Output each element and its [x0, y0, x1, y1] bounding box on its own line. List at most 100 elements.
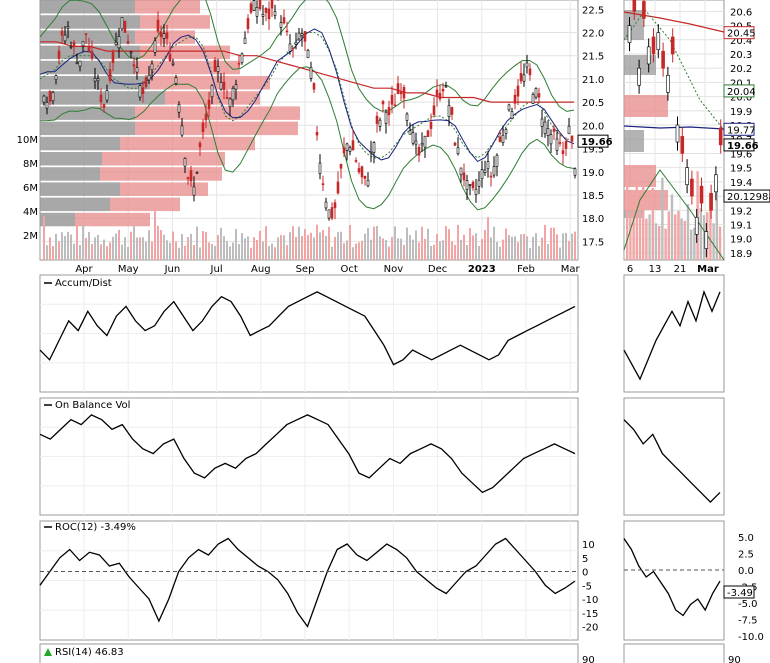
candle-body [204, 113, 208, 121]
candle-body [411, 132, 415, 144]
zoom-x-tick: Mar [697, 264, 719, 275]
zoom-volume-bar [642, 185, 645, 260]
volume-bar [100, 244, 102, 260]
volume-by-price-bar [100, 167, 222, 181]
candle-body [51, 92, 55, 101]
candle-body [489, 175, 493, 178]
zoom-value-tag-box [723, 138, 755, 152]
volume-bar [286, 245, 288, 260]
zoom-value-tag: 19.66 [727, 141, 759, 152]
volume-bar [493, 226, 495, 260]
rsi-frame [39, 643, 579, 663]
volume-bar [553, 227, 555, 260]
candle-body [219, 82, 223, 90]
volume-by-price-bar [75, 212, 150, 227]
volume-bar [223, 236, 225, 260]
candle-body [75, 62, 79, 64]
accum-dist-zoom-line [623, 289, 721, 381]
candle-body [432, 105, 436, 115]
candle-body [444, 85, 448, 88]
volume-bar [232, 242, 234, 260]
volume-by-price-bar [40, 136, 120, 151]
volume-bar [265, 226, 267, 260]
accum-dist-line [39, 291, 576, 366]
candle-body [390, 94, 394, 105]
candle-body [513, 94, 517, 104]
candle-body [564, 141, 568, 149]
zoom-volume-bar [693, 227, 696, 260]
zoom-y-tick: 19.4 [730, 178, 752, 189]
volume-by-price-bar [110, 197, 180, 212]
candle-body [150, 63, 154, 71]
zoom-bb-mid [623, 9, 725, 131]
candle-body [252, 0, 256, 11]
zoom-vbp-bar [624, 95, 668, 117]
candle-body [441, 88, 445, 92]
zoom-y-tick: 20.1 [730, 78, 752, 89]
candle-body [291, 47, 295, 50]
volume-bar [418, 242, 420, 260]
candle-body [264, 8, 268, 14]
zoom-y-tick: 19.1 [730, 220, 752, 231]
volume-bar [283, 235, 285, 260]
candle-body [300, 33, 304, 37]
candle-body [69, 46, 73, 48]
zoom-volume-bar [648, 214, 651, 260]
candle-body [303, 31, 307, 42]
candle-body [528, 68, 532, 76]
zoom-volume-bar [654, 223, 658, 260]
obv-zoom-line [623, 419, 721, 504]
rsi-label: RSI(14) 46.83 [55, 647, 124, 658]
main-y-tick: 21.0 [582, 75, 604, 86]
candle-body [414, 140, 418, 145]
volume-bar [187, 237, 189, 260]
candle-body [474, 188, 478, 195]
candle-body [297, 32, 301, 40]
sma-50-line [39, 28, 575, 163]
zoom-candle-body [714, 174, 718, 193]
zoom-vbp-bar [624, 130, 644, 152]
zoom-y-tick: 19.6 [730, 149, 752, 160]
zoom-volume-bar [674, 214, 677, 260]
candle-body [507, 104, 511, 111]
volume-bar [319, 232, 321, 260]
candle-body [348, 147, 352, 152]
roc-zoom-value: -3.49 [727, 588, 753, 599]
volume-bar [535, 233, 537, 260]
roc-zoom-value-box [723, 585, 755, 599]
volume-bar [439, 241, 441, 260]
main-x-tick: May [118, 264, 139, 275]
volume-bar [190, 233, 192, 260]
volume-bar [541, 237, 543, 260]
candle-body [543, 121, 547, 134]
volume-bar [445, 225, 447, 260]
candle-body [99, 94, 103, 103]
candle-body [516, 85, 520, 97]
candle-body [156, 19, 160, 32]
volume-bar [514, 236, 516, 260]
roc-zoom-line [623, 538, 721, 617]
roc-label: ROC(12) -3.49% [55, 522, 136, 533]
zoom-vbp-bar [624, 190, 668, 210]
volume-bar [244, 238, 246, 260]
candle-body [138, 85, 142, 98]
main-x-tick: 2023 [468, 264, 496, 275]
zoom-candle-body [709, 192, 713, 211]
volume-bar [196, 226, 198, 260]
main-y-tick: 22.0 [582, 29, 604, 40]
candle-body [174, 77, 178, 84]
volume-bar [382, 238, 384, 260]
zoom-volume-bar [690, 229, 693, 260]
volume-by-price-bar [140, 15, 210, 29]
volume-by-price-bar [40, 167, 100, 181]
candle-body [567, 125, 571, 135]
candle-body [72, 42, 76, 48]
candle-body [354, 160, 358, 162]
candle-body [447, 105, 451, 117]
candle-body [192, 186, 196, 196]
volume-bar [487, 217, 489, 260]
zoom-value-tag: 20.45 [727, 29, 756, 40]
candle-body [333, 202, 337, 209]
volume-bar [556, 234, 558, 260]
roc-zoom-y-tick: -10.0 [738, 632, 764, 643]
